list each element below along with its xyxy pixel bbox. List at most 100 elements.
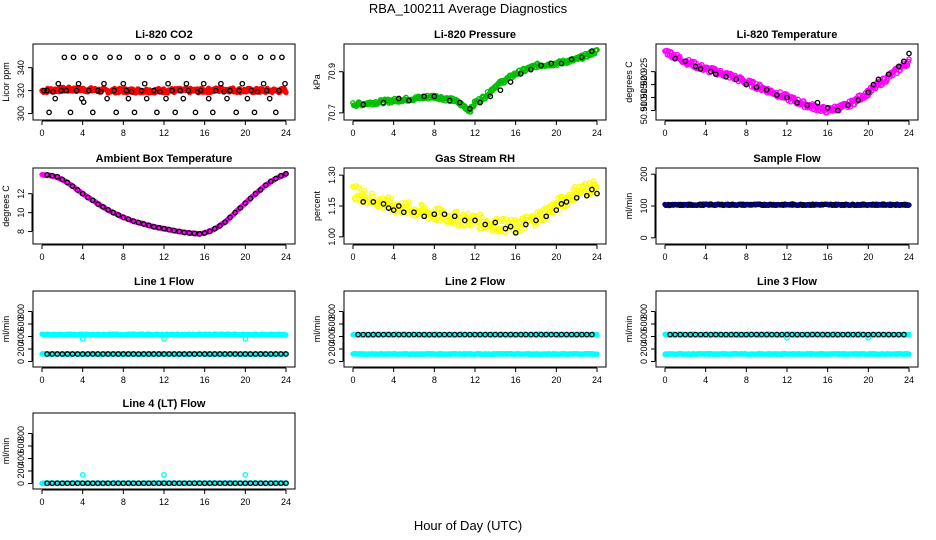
data-point (95, 201, 101, 207)
chart-title: Line 4 (LT) Flow (123, 398, 206, 410)
data-point (177, 87, 184, 94)
y-tick-label: 300 (16, 106, 26, 121)
series-cyan-spikes (79, 336, 249, 342)
x-tick-label: 4 (391, 252, 396, 262)
data-point (461, 217, 468, 224)
data-point (517, 70, 524, 77)
data-point (507, 79, 514, 85)
data-point (201, 480, 208, 487)
data-point (98, 88, 104, 95)
chart-title: Li-820 CO2 (135, 29, 192, 41)
y-tick-label: 100 (639, 198, 649, 213)
data-point (360, 101, 367, 108)
data-point (140, 351, 147, 357)
data-point (578, 54, 585, 61)
data-point (589, 48, 595, 54)
data-point (130, 218, 137, 224)
data-point (467, 331, 473, 338)
data-point (556, 206, 563, 213)
data-point (672, 55, 679, 62)
x-tick-label: 16 (511, 252, 521, 262)
data-point (262, 480, 269, 487)
data-point (181, 351, 188, 357)
data-point (901, 58, 907, 65)
data-point (206, 228, 213, 235)
data-point (360, 199, 367, 205)
data-point (272, 480, 279, 487)
data-point (380, 99, 387, 106)
data-point (224, 95, 230, 102)
data-point (161, 336, 167, 342)
data-point (150, 223, 157, 230)
x-axis: 0 4 8 12 16 20 24 (662, 244, 914, 262)
data-point (58, 87, 65, 94)
data-point (395, 95, 402, 102)
data-point (150, 87, 157, 94)
data-point (134, 54, 141, 61)
x-tick-label: 20 (551, 252, 561, 262)
data-point (189, 54, 196, 61)
x-tick-label: 24 (281, 497, 291, 507)
x-tick-label: 20 (551, 128, 561, 138)
data-point (906, 331, 912, 338)
plot-area (39, 331, 289, 357)
data-point (69, 480, 76, 487)
plot-frame (655, 167, 919, 245)
x-tick-label: 8 (121, 128, 126, 138)
data-point (421, 93, 428, 100)
x-tick-label: 0 (662, 128, 667, 138)
plot-area (39, 170, 289, 237)
data-point (257, 54, 264, 61)
data-point (201, 351, 208, 357)
x-tick-label: 12 (159, 128, 169, 138)
data-point (568, 331, 575, 338)
data-point (227, 480, 233, 487)
data-point (79, 480, 86, 487)
data-point (120, 80, 127, 87)
data-point (100, 480, 106, 487)
y-tick-label: 50.915 (639, 84, 649, 112)
y-tick-label: 50.910 (639, 97, 649, 125)
series-averages (355, 331, 595, 338)
data-point (850, 331, 856, 338)
series-raw (350, 47, 600, 115)
data-point (558, 60, 565, 67)
data-point (563, 199, 570, 205)
data-point (80, 99, 87, 105)
data-point (472, 217, 478, 224)
data-point (469, 222, 475, 229)
plot-area (350, 331, 600, 357)
y-axis: 70.770.9 (327, 63, 344, 122)
data-point (784, 334, 790, 341)
data-point (192, 109, 199, 116)
series-raw (350, 178, 600, 235)
data-point (252, 351, 259, 357)
data-point (431, 93, 438, 100)
data-point (406, 331, 412, 338)
x-tick-label: 16 (200, 497, 210, 507)
data-point (906, 202, 912, 208)
y-tick-label: 200 (639, 167, 649, 182)
data-point (59, 351, 66, 357)
data-point (211, 480, 218, 487)
data-point (758, 201, 765, 208)
data-point (400, 331, 407, 338)
y-tick-label: 340 (16, 60, 26, 75)
data-point (110, 480, 117, 487)
data-point (244, 95, 251, 102)
x-tick-label: 0 (350, 128, 355, 138)
data-point (74, 187, 81, 193)
y-tick-label: 0 (639, 359, 649, 364)
data-point (707, 68, 714, 75)
data-point (69, 183, 76, 189)
y-tick-label: 400 (327, 329, 337, 344)
data-point (885, 71, 892, 78)
series-cyan-spikes (79, 471, 249, 478)
chart-title: Ambient Box Temperature (96, 153, 233, 165)
data-point (538, 62, 544, 69)
series-cyan-low (662, 351, 912, 357)
data-point (120, 214, 127, 221)
data-point (355, 331, 361, 338)
